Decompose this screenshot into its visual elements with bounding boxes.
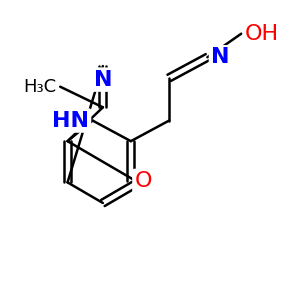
Text: HN: HN [52,111,89,130]
Text: OH: OH [245,24,279,44]
Text: HN: HN [52,111,89,130]
Text: O: O [134,171,152,191]
Text: OH: OH [245,24,279,44]
Text: N: N [94,70,112,90]
Text: H₃C: H₃C [23,78,57,96]
Text: N: N [94,70,112,90]
Text: N: N [211,47,230,67]
Text: H₃C: H₃C [23,78,57,96]
Text: N: N [211,47,230,67]
Text: O: O [134,171,152,191]
